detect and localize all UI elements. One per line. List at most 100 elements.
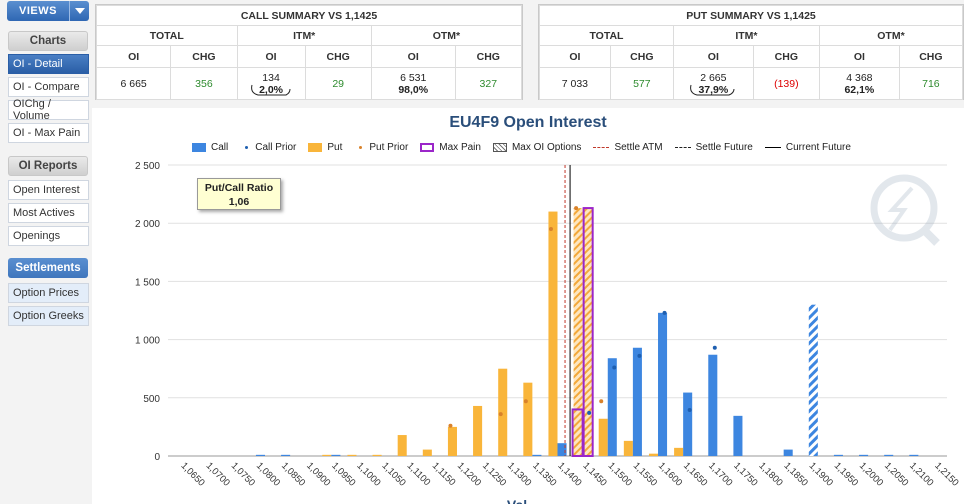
nav-option-prices[interactable]: Option Prices	[8, 283, 89, 303]
put-otm-pct: 62,1%	[844, 83, 875, 96]
put-otm-oi-cell: 4 368 62,1%	[818, 67, 900, 100]
col-header: CHG	[752, 45, 820, 68]
call-bar	[708, 354, 718, 456]
x-axis-label: Val	[507, 497, 527, 504]
put-bar	[397, 435, 407, 456]
put-prior-point	[448, 423, 453, 428]
y-tick-label: 500	[143, 394, 160, 405]
put-bar	[347, 454, 357, 456]
nav-openings[interactable]: Openings	[8, 226, 89, 246]
nav-oi-max-pain[interactable]: OI - Max Pain	[8, 123, 89, 143]
col-header: CHG	[898, 45, 964, 68]
x-tick-label: 1,1500	[606, 460, 634, 488]
col-header: OI	[370, 45, 456, 68]
col-header: OI	[95, 45, 172, 68]
annotation-squiggle	[690, 84, 735, 96]
legend-call-prior[interactable]: Call Prior	[240, 142, 296, 153]
call-summary-title: CALL SUMMARY VS 1,1425	[96, 5, 522, 26]
nav-oi-compare[interactable]: OI - Compare	[8, 77, 89, 97]
legend-max-pain[interactable]: Max Pain	[420, 142, 481, 153]
call-bar	[683, 392, 693, 456]
call-itm-oi: 134	[262, 71, 280, 84]
oi-chart: 0 500 1 000 1 500 2 000 2 500 1,06501,07001,07…	[135, 161, 961, 504]
legend-current-future[interactable]: Current Future	[764, 142, 851, 153]
sidebar: VIEWS Charts OI - Detail OI - Compare OI…	[0, 0, 92, 504]
call-otm-oi-cell: 6 531 98,0%	[370, 67, 456, 100]
call-bar	[255, 454, 265, 456]
y-tick-label: 1 500	[135, 277, 160, 288]
call-bar	[658, 312, 668, 456]
put-bar	[648, 453, 659, 456]
put-bar	[372, 454, 382, 456]
put-prior-point	[574, 206, 579, 211]
put-prior-point	[548, 227, 553, 232]
annotation-squiggle	[251, 84, 291, 96]
col-header: OI	[539, 45, 611, 68]
call-bar	[909, 454, 919, 456]
put-bar	[322, 454, 332, 456]
put-total-oi: 7 033	[539, 67, 611, 100]
put-group-total: TOTAL	[539, 25, 674, 46]
chevron-down-icon[interactable]	[69, 1, 89, 21]
x-tick-label: 1,0950	[329, 460, 357, 488]
x-tick-label: 1,0650	[178, 460, 206, 488]
x-tick-label: 1,2000	[857, 460, 885, 488]
put-itm-oi: 2 665	[700, 71, 727, 84]
put-bar	[473, 405, 483, 456]
put-itm-chg: (139)	[752, 67, 820, 100]
put-bar	[674, 447, 684, 456]
y-tick-label: 2 500	[135, 161, 160, 172]
put-bar	[548, 211, 558, 456]
oi-reports-header[interactable]: OI Reports	[8, 156, 88, 176]
x-tick-label: 1,1950	[832, 460, 860, 488]
x-tick-label: 1,1250	[480, 460, 508, 488]
views-button[interactable]: VIEWS	[7, 1, 89, 21]
call-itm-chg: 29	[304, 67, 372, 100]
x-tick-label: 1,2100	[907, 460, 935, 488]
x-tick-label: 1,1300	[505, 460, 533, 488]
put-prior-point	[599, 399, 604, 404]
nav-open-interest[interactable]: Open Interest	[8, 180, 89, 200]
put-group-otm: OTM*	[818, 25, 964, 46]
put-prior-point	[523, 399, 528, 404]
x-tick-label: 1,1850	[782, 460, 810, 488]
chart-panel: EU4F9 Open Interest Call Call Prior Put …	[92, 108, 964, 504]
put-group-itm: ITM*	[672, 25, 820, 46]
call-bar	[607, 358, 617, 456]
call-group-itm: ITM*	[236, 25, 372, 46]
call-prior-point	[637, 353, 642, 358]
legend-put[interactable]: Put	[308, 142, 342, 153]
put-bar	[598, 418, 608, 456]
call-bar	[532, 454, 542, 456]
call-bar	[783, 449, 793, 456]
x-tick-label: 1,1200	[455, 460, 483, 488]
settlements-header[interactable]: Settlements	[8, 258, 88, 278]
call-summary-table: CALL SUMMARY VS 1,1425 TOTAL ITM* OTM* O…	[95, 4, 523, 100]
legend-settle-future[interactable]: Settle Future	[674, 142, 753, 153]
legend-put-prior[interactable]: Put Prior	[354, 142, 408, 153]
nav-most-actives[interactable]: Most Actives	[8, 203, 89, 223]
put-call-ratio-box: Put/Call Ratio 1,06	[197, 178, 281, 210]
x-tick-label: 1,0750	[229, 460, 257, 488]
call-otm-oi: 6 531	[400, 71, 427, 84]
legend-call[interactable]: Call	[192, 142, 228, 153]
charts-header[interactable]: Charts	[8, 31, 88, 51]
x-tick-label: 1,1550	[631, 460, 659, 488]
call-itm-pct: 2,0%	[259, 83, 284, 96]
put-itm-oi-cell: 2 665 37,9%	[672, 67, 754, 100]
col-header: CHG	[609, 45, 674, 68]
nav-option-greeks[interactable]: Option Greeks	[8, 306, 89, 326]
legend-max-oi-options[interactable]: Max OI Options	[492, 142, 581, 153]
call-bar	[557, 443, 567, 456]
views-label: VIEWS	[19, 5, 57, 17]
nav-oi-detail[interactable]: OI - Detail	[8, 54, 89, 74]
put-bar	[523, 382, 533, 456]
call-prior-point	[712, 345, 717, 350]
x-tick-label: 1,1450	[581, 460, 609, 488]
col-header: CHG	[454, 45, 523, 68]
put-summary-table: PUT SUMMARY VS 1,1425 TOTAL ITM* OTM* OI…	[538, 4, 964, 100]
nav-oichg-volume[interactable]: OIChg / Volume	[8, 98, 89, 122]
legend-settle-atm[interactable]: Settle ATM	[593, 142, 663, 153]
put-bar	[422, 449, 432, 456]
col-header: OI	[236, 45, 306, 68]
